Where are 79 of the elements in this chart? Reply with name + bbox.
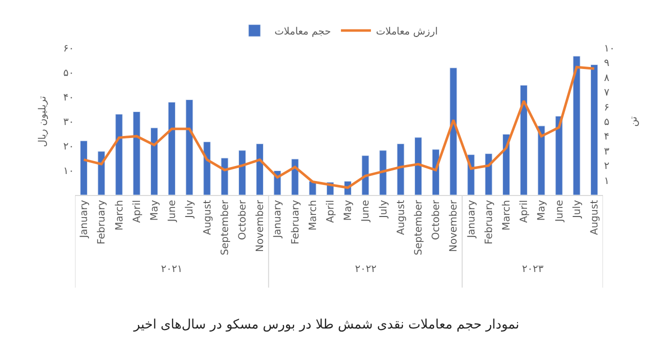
x-tick-label: August [589, 200, 600, 235]
x-tick-label: October [237, 199, 248, 240]
bar [238, 150, 246, 195]
bar [256, 144, 264, 195]
x-tick-label: October [431, 199, 442, 240]
x-tick-label: May [343, 200, 354, 221]
y2-tick-label: ۳ [604, 146, 610, 158]
bar [379, 150, 387, 195]
text: ۲۰۲۱ [161, 264, 182, 275]
x-tick-label: August [202, 200, 214, 235]
x-tick-label: November [255, 199, 266, 252]
bar [80, 140, 88, 195]
bar [590, 64, 598, 195]
x-tick-label: June [360, 200, 372, 223]
bar [520, 84, 528, 195]
y2-tick-label: ۸ [604, 72, 610, 84]
y-tick-label: ۶۰ [63, 44, 74, 54]
bar [132, 111, 140, 195]
x-tick-label: April [132, 200, 143, 223]
bar [502, 134, 510, 195]
y-tick-label: ۲۰ [63, 142, 74, 152]
x-tick-label: July [572, 200, 583, 219]
x-tick-label: April [325, 200, 336, 223]
y2-tick-label: ۵ [604, 117, 610, 128]
text: ۲۰۲۲ [355, 264, 376, 275]
bar [291, 158, 299, 195]
bar [414, 137, 422, 195]
bar [555, 116, 563, 195]
y-tick-label: ۴۰ [63, 92, 74, 104]
x-tick-label: February [96, 200, 108, 244]
x-tick-label: March [114, 200, 126, 230]
y-tick-label: ۳۰ [63, 117, 74, 128]
y2-tick-label: ۱۰ [604, 44, 615, 54]
y2-tick-label: ۹ [604, 58, 610, 70]
y2-tick-label: ۲ [604, 161, 610, 172]
x-tick-label: February [290, 200, 302, 244]
x-tick-label: July [378, 200, 390, 219]
x-tick-label: January [466, 200, 478, 239]
x-tick-label: June [554, 200, 566, 223]
x-tick-label: January [79, 200, 90, 239]
bar [484, 153, 492, 195]
x-tick-label: January [272, 200, 284, 239]
bar [450, 68, 458, 195]
x-tick-label: March [308, 200, 319, 230]
y-tick-label: ۵۰ [63, 68, 74, 79]
text: نمودار حجم معاملات نقدی شمش طلا در بورس مسکو در سال‌های اخیر [132, 318, 520, 333]
x-tick-label: May [536, 200, 548, 221]
bar [98, 151, 106, 195]
x-tick-label: February [484, 200, 495, 244]
y2-tick-label: ۱ [604, 176, 610, 187]
x-tick-label: April [519, 200, 530, 223]
x-tick-label: June [167, 200, 178, 223]
text: ۲۰۲۳ [522, 264, 544, 275]
y-tick-label: ۱۰ [63, 166, 74, 177]
y-axis-title: تریلیون ریال [37, 96, 48, 148]
x-tick-label: November [448, 199, 460, 252]
bar [220, 158, 228, 195]
bar [362, 155, 370, 195]
line-series [82, 66, 596, 189]
bar [396, 144, 404, 195]
x-tick-label: July [184, 200, 196, 219]
legend-label: ارزش معاملات [376, 26, 438, 38]
x-tick-label: September [220, 199, 231, 256]
x-tick-label: March [501, 200, 512, 230]
y2-tick-label: ۴ [604, 132, 610, 143]
bar [150, 128, 158, 195]
y2-tick-label: ۶ [604, 102, 610, 114]
x-tick-label: August [396, 200, 407, 235]
bar [186, 99, 194, 195]
y2-tick-label: ۷ [604, 88, 610, 99]
bar [538, 126, 546, 195]
y2-axis-title: تن [628, 116, 640, 127]
bar [572, 56, 580, 195]
x-tick-label: September [413, 199, 424, 256]
x-tick-label: May [149, 200, 160, 221]
bar [115, 114, 123, 195]
legend-label: حجم معاملات [274, 26, 331, 38]
bar [168, 102, 176, 195]
bar [203, 142, 211, 195]
